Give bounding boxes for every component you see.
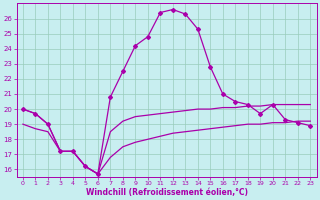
X-axis label: Windchill (Refroidissement éolien,°C): Windchill (Refroidissement éolien,°C) xyxy=(85,188,248,197)
